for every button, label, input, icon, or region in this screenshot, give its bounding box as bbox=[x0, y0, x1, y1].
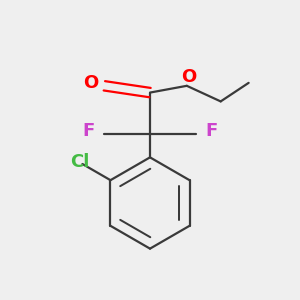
Text: F: F bbox=[82, 122, 94, 140]
Text: O: O bbox=[83, 74, 99, 92]
Text: Cl: Cl bbox=[70, 153, 89, 171]
Text: O: O bbox=[182, 68, 197, 86]
Text: F: F bbox=[206, 122, 218, 140]
